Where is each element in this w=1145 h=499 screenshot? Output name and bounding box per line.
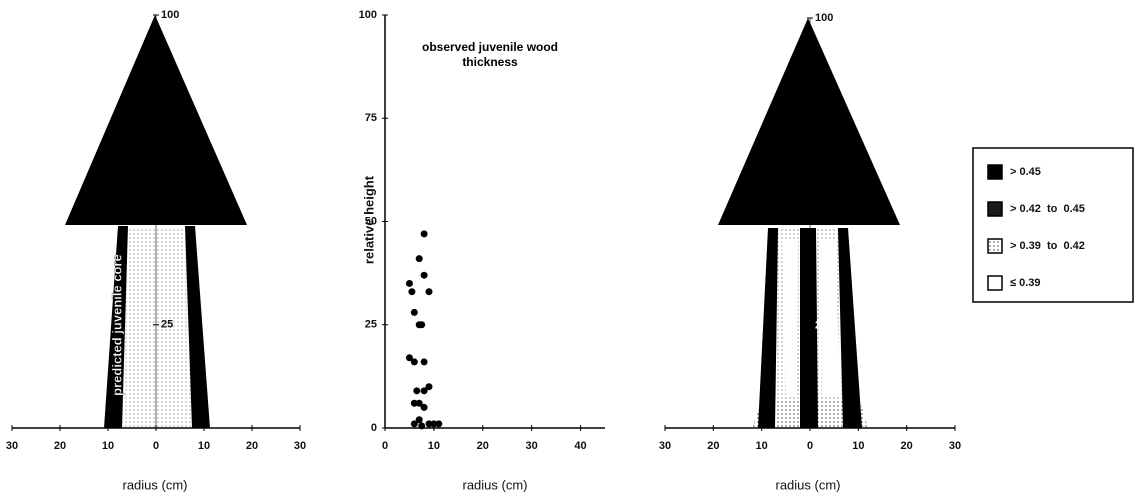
point	[415, 399, 423, 407]
y-tick-label: 25	[815, 319, 827, 331]
legend-swatch	[987, 238, 1003, 254]
point	[415, 255, 423, 263]
legend-label: > 0.42 to 0.45	[1010, 203, 1085, 215]
point	[430, 420, 438, 428]
legend-swatch	[987, 164, 1003, 180]
point	[413, 387, 421, 395]
x-tick-label: 20	[901, 440, 913, 452]
point	[410, 399, 418, 407]
x-tick-label: 20	[54, 440, 66, 452]
y-tick-label: 100	[359, 9, 377, 21]
x-tick-label: 0	[807, 440, 813, 452]
point	[420, 403, 428, 411]
point	[418, 422, 426, 430]
legend-label: > 0.45	[1010, 166, 1041, 178]
legend-swatch	[987, 275, 1003, 291]
point	[420, 230, 428, 238]
x-tick-label: 20	[477, 440, 489, 452]
y-tick-label: 75	[365, 112, 377, 124]
x-tick-label: 0	[382, 440, 388, 452]
point	[420, 271, 428, 279]
point	[418, 321, 426, 329]
tree-density-shape	[718, 18, 900, 428]
point	[405, 354, 413, 362]
y-tick-label: 100	[161, 9, 179, 21]
x-tick-label: 30	[659, 440, 671, 452]
x-tick-label: 30	[949, 440, 961, 452]
point	[425, 420, 433, 428]
y-tick-label: 50	[365, 215, 377, 227]
point	[410, 420, 418, 428]
x-axis-label: radius (cm)	[122, 477, 187, 492]
annotation: predicted juvenile core	[109, 254, 124, 396]
x-axis-label: radius (cm)	[462, 477, 527, 492]
y-tick-label: 25	[161, 319, 173, 331]
point	[425, 288, 433, 296]
x-tick-label: 10	[428, 440, 440, 452]
point	[410, 358, 418, 366]
x-tick-label: 10	[198, 440, 210, 452]
point	[408, 288, 416, 296]
x-axis-label: radius (cm)	[775, 477, 840, 492]
point	[420, 387, 428, 395]
x-tick-label: 20	[707, 440, 719, 452]
point	[405, 279, 413, 287]
x-tick-label: 20	[246, 440, 258, 452]
legend-label: > 0.39 to 0.42	[1010, 240, 1085, 252]
legend-swatch	[987, 201, 1003, 217]
y-tick-label: 25	[365, 319, 377, 331]
x-tick-label: 10	[102, 440, 114, 452]
point	[415, 416, 423, 424]
y-tick-label: 0	[371, 422, 377, 434]
x-tick-label: 30	[526, 440, 538, 452]
x-tick-label: 30	[6, 440, 18, 452]
point	[410, 308, 418, 316]
point	[425, 383, 433, 391]
chart-title: observed juvenile wood thickness	[421, 40, 559, 69]
point	[420, 358, 428, 366]
x-tick-label: 0	[153, 440, 159, 452]
x-tick-label: 10	[852, 440, 864, 452]
point	[435, 420, 443, 428]
legend-label: ≤ 0.39	[1010, 277, 1041, 289]
x-tick-label: 30	[294, 440, 306, 452]
x-tick-label: 40	[574, 440, 586, 452]
y-axis-label: relative height	[361, 175, 376, 264]
x-tick-label: 10	[756, 440, 768, 452]
y-tick-label: 100	[815, 12, 833, 24]
